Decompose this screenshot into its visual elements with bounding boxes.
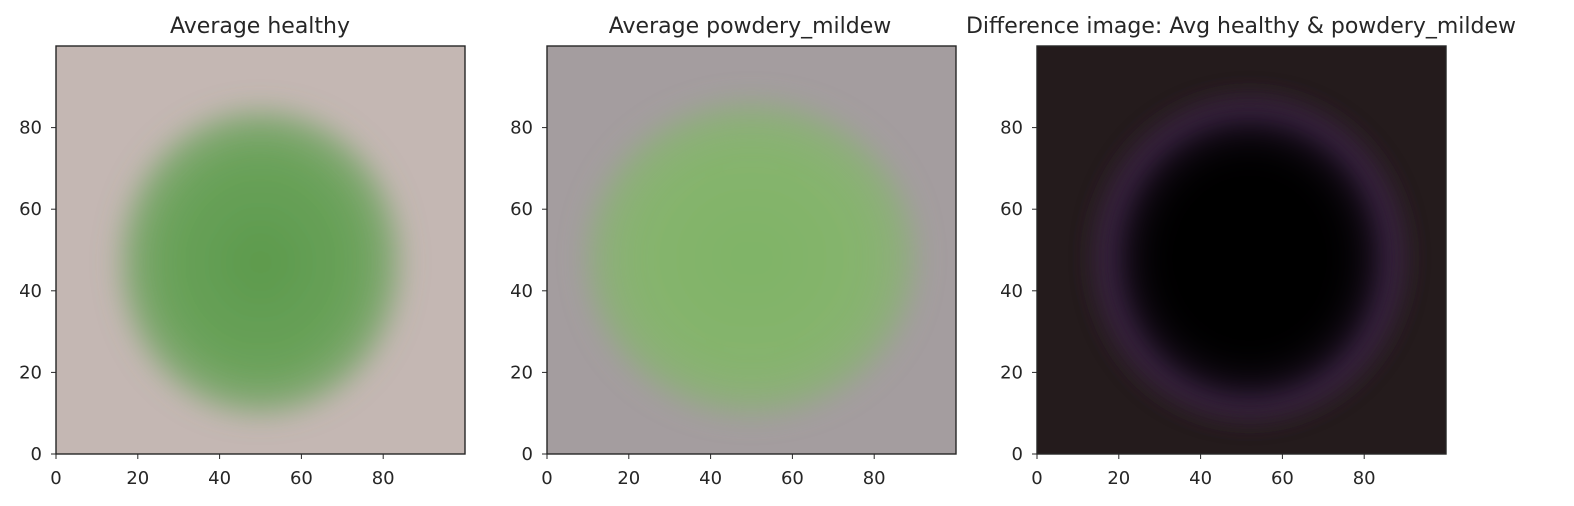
y-tick-label: 60 [1000,199,1023,220]
y-tick-label: 0 [1012,444,1023,465]
x-tick-label: 0 [1031,468,1042,489]
y-axis: 0 20 40 60 80 [19,118,56,465]
x-tick-label: 40 [699,468,722,489]
x-axis: 0 20 40 60 80 [1031,454,1376,489]
chart-title: Average powdery_mildew [609,14,891,39]
panel-average-healthy: Average healthy 0 20 40 60 80 0 20 40 60 80 [19,14,466,489]
x-tick-label: 20 [617,468,640,489]
leaf-shape [121,111,400,414]
x-tick-label: 60 [781,468,804,489]
x-tick-label: 40 [208,468,231,489]
y-tick-label: 40 [19,281,42,302]
axes-frame [546,45,957,455]
x-tick-label: 60 [290,468,313,489]
image-average-powdery-mildew [547,46,956,454]
y-tick-label: 0 [31,444,42,465]
y-axis: 0 20 40 60 80 [510,118,547,465]
x-tick-label: 0 [50,468,61,489]
image-average-healthy [56,46,465,454]
panel-difference-image: Difference image: Avg healthy & powdery_… [966,14,1516,489]
x-tick-label: 80 [863,468,886,489]
y-tick-label: 40 [510,281,533,302]
y-tick-label: 0 [522,444,533,465]
x-axis: 0 20 40 60 80 [50,454,395,489]
leaf-shape [1114,115,1385,401]
leaf-shape [587,103,916,414]
image-difference [1037,46,1446,454]
x-tick-label: 0 [541,468,552,489]
y-tick-label: 20 [510,362,533,383]
y-tick-label: 20 [1000,362,1023,383]
y-tick-label: 60 [510,199,533,220]
chart-title: Difference image: Avg healthy & powdery_… [966,14,1516,39]
x-tick-label: 40 [1189,468,1212,489]
y-tick-label: 20 [19,362,42,383]
x-tick-label: 60 [1271,468,1294,489]
x-axis: 0 20 40 60 80 [541,454,886,489]
x-tick-label: 80 [372,468,395,489]
x-tick-label: 20 [1107,468,1130,489]
y-axis: 0 20 40 60 80 [1000,118,1037,465]
y-tick-label: 80 [1000,118,1023,139]
y-tick-label: 80 [19,118,42,139]
axes-frame [1036,45,1447,455]
y-tick-label: 60 [19,199,42,220]
x-tick-label: 80 [1353,468,1376,489]
chart-title: Average healthy [170,14,350,39]
panel-average-powdery-mildew: Average powdery_mildew 0 20 40 60 80 0 20 40 60… [510,14,957,489]
x-tick-label: 20 [126,468,149,489]
y-tick-label: 80 [510,118,533,139]
axes-frame [55,45,466,455]
y-tick-label: 40 [1000,281,1023,302]
